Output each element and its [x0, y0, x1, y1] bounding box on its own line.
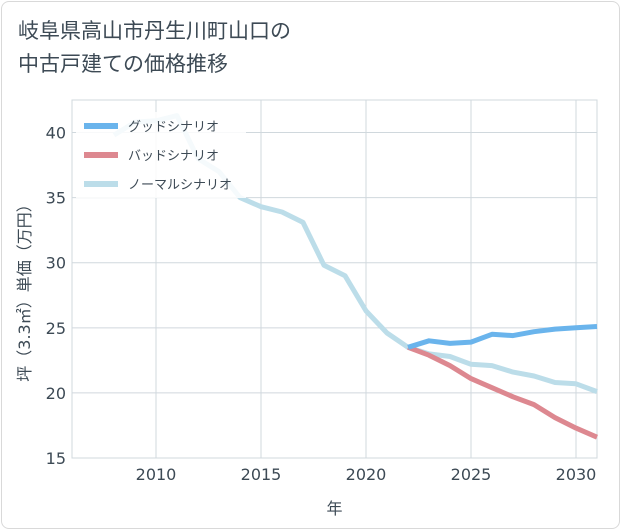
legend-label-2: ノーマルシナリオ [128, 178, 232, 193]
x-tick-label: 2020 [346, 465, 387, 484]
x-axis-label: 年 [326, 499, 342, 518]
y-axis-ticks: 15 20 25 30 35 40 [46, 124, 66, 468]
y-tick-label: 40 [46, 124, 66, 143]
x-tick-label: 2030 [556, 465, 597, 484]
y-tick-label: 25 [46, 319, 66, 338]
series-line-0 [407, 324, 598, 350]
y-tick-label: 35 [46, 189, 66, 208]
chart-title-line-2: 中古戸建ての価格推移 [18, 52, 228, 76]
chart-title: 岐阜県高山市丹生川町山口の 中古戸建ての価格推移 [18, 15, 578, 81]
x-tick-label: 2025 [451, 465, 492, 484]
series-line-1 [407, 344, 598, 440]
x-axis-ticks: 2010 2015 2020 2025 2030 [136, 465, 597, 484]
y-tick-label: 20 [46, 384, 66, 403]
x-tick-label: 2010 [136, 465, 177, 484]
legend-label-1: バッドシナリオ [128, 149, 219, 164]
x-tick-label: 2015 [241, 465, 282, 484]
legend-label-0: グッドシナリオ [128, 120, 219, 135]
y-tick-label: 30 [46, 254, 66, 273]
chart-title-line-1: 岐阜県高山市丹生川町山口の [18, 19, 291, 43]
y-axis-label: 坪（3.3㎡）単価（万円） [15, 196, 34, 381]
y-tick-label: 15 [46, 449, 66, 468]
